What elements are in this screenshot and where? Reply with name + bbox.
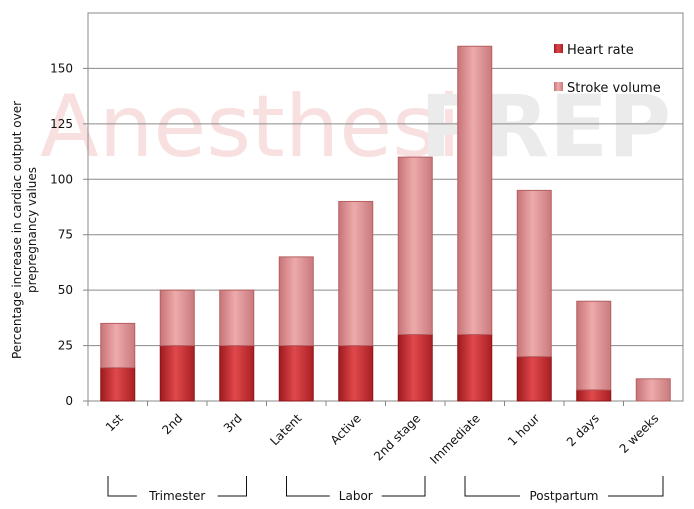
x-tick-label: 2 weeks [617, 411, 662, 456]
bar-stroke-volume [516, 189, 552, 358]
legend: Heart rate Stroke volume [554, 43, 661, 96]
bar-stroke-volume [100, 322, 136, 369]
watermark-part1: Anesthesia [40, 77, 514, 177]
x-tick-label: 3rd [221, 411, 245, 435]
x-tick-label: Active [328, 411, 364, 447]
bar-heart-rate [457, 333, 493, 402]
group-label: Labor [339, 489, 373, 503]
bar-stroke-volume [278, 256, 314, 347]
y-axis-label-line2: prepregnancy values [25, 167, 39, 293]
bar-heart-rate [516, 356, 552, 402]
x-tick-label: Latent [267, 411, 304, 448]
legend-label-stroke-volume: Stroke volume [567, 81, 661, 96]
y-tick-label: 150 [50, 61, 73, 75]
y-tick-label: 75 [58, 228, 73, 242]
bar-stroke-volume [397, 156, 433, 335]
bars [100, 45, 671, 402]
bar-stroke-volume [338, 200, 374, 347]
group-bracket [286, 476, 426, 497]
y-tick-label: 100 [50, 172, 73, 186]
group-bracket [464, 476, 664, 497]
bar-stroke-volume [457, 45, 493, 335]
bar-stroke-volume [576, 300, 612, 391]
legend-swatch-stroke-volume [554, 82, 563, 91]
bar-heart-rate [278, 345, 314, 402]
y-axis-label: Percentage increase in cardiac output ov… [10, 101, 39, 359]
x-tick-label: Immediate [427, 411, 483, 467]
bar-heart-rate [338, 345, 374, 402]
bar-stroke-volume [159, 289, 195, 347]
y-tick-label: 25 [58, 339, 73, 353]
bar-stroke-volume [635, 378, 671, 402]
y-axis-label-line1: Percentage increase in cardiac output ov… [10, 101, 24, 359]
x-tick-label: 1 hour [505, 411, 542, 448]
group-bracket [107, 476, 247, 497]
bar-heart-rate [219, 345, 255, 402]
legend-swatch-heart-rate [554, 44, 563, 53]
group-label: Postpartum [529, 489, 598, 503]
y-tick-label: 125 [50, 117, 73, 131]
bar-stroke-volume [219, 289, 255, 347]
group-label: Trimester [148, 489, 205, 503]
x-axis-ticks: 1st 2nd 3rd Latent Active 2nd stage Immediate 1… [87, 401, 662, 467]
x-tick-label: 2nd [159, 411, 185, 437]
y-axis-ticks: 0 25 50 75 100 125 150 [50, 61, 88, 408]
legend-label-heart-rate: Heart rate [567, 43, 634, 58]
y-tick-label: 50 [58, 283, 73, 297]
bar-heart-rate [159, 345, 195, 402]
y-tick-label: 0 [65, 394, 73, 408]
bar-heart-rate [576, 389, 612, 402]
bar-heart-rate [397, 333, 433, 402]
bar-heart-rate [100, 367, 136, 402]
x-tick-label: 1st [103, 411, 126, 434]
x-tick-label: 2 days [564, 411, 602, 449]
category-groups: Trimester Labor Postpartum [107, 476, 664, 503]
x-tick-label: 2nd stage [371, 411, 423, 463]
